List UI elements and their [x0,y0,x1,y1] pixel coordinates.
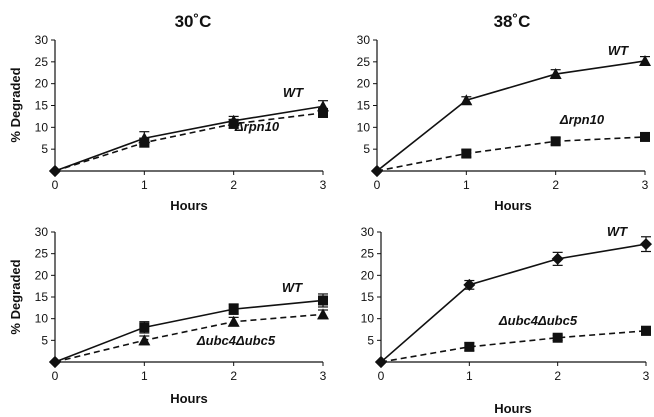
panel-4: 5 10 15 20 25 30 0 1 2 3 Hours WT Δubc4Δubc5 [361,224,652,416]
panel-1-x-axis-label: Hours [170,198,208,213]
panel-3-series-2-point [49,356,61,368]
panel-3-series-1-point [139,322,150,333]
panel-2-series-2-line [376,136,646,172]
panel-1-series-2-line [54,112,324,172]
panel-1-series-2-point [49,165,61,177]
panel-2-y-tick-label: 5 [363,142,370,156]
panel-2-x-tick-label: 2 [552,178,559,192]
panel-2: 5 10 15 20 25 30 0 1 2 3 Hours WT Δrpn10 [357,33,651,213]
panel-4-series-2-label: Δubc4Δubc5 [498,313,578,328]
panel-4-y-tick-label: 30 [361,225,375,239]
panel-3-y-tick-label: 25 [35,247,49,261]
panel-2-y-tick-label: 30 [357,33,371,47]
panel-2-y-tick-label: 15 [357,99,371,113]
panel-2-x-tick-label: 3 [642,178,649,192]
panel-1-y-tick-label: 10 [35,120,49,134]
panel-4-series-2-point [464,341,475,352]
panel-3-y-tick-label: 20 [35,268,49,282]
panel-1-y-tick-label: 30 [35,33,49,47]
panel-3-series-2-line [54,313,324,363]
panel-4-x-tick-label: 1 [466,369,473,383]
panel-4-series-1-point [463,278,476,291]
panel-3-series-1-point [228,304,239,315]
panel-1-series-1-line [54,105,324,172]
panel-2-x-axis-label: Hours [494,198,532,213]
panel-1-x-tick-label: 3 [320,178,327,192]
panel-3-y-tick-label: 5 [41,333,48,347]
panel-3-series-1-label: WT [282,280,303,295]
panel-2-series-1-point [549,68,562,80]
panel-4-x-axis-label: Hours [494,401,532,416]
panel-1-y-tick-label: 15 [35,99,49,113]
panel-2-x-tick-label: 1 [463,178,470,192]
panel-2-y-tick-label: 20 [357,77,371,91]
panel-4-series-2-line [380,330,647,363]
panel-1-y-axis-label: % Degraded [8,67,23,142]
panel-1-y-tick-label: 20 [35,77,49,91]
panel-1-series-2-label: Δrpn10 [234,119,280,134]
column-title-38c: 38˚C [494,12,531,31]
panel-3: 5 10 15 20 25 30 0 1 2 3 Hours % Degraded WT Δubc4Δub… [8,225,329,406]
panel-3-y-tick-label: 15 [35,290,49,304]
panel-1-series-2-point [228,118,239,129]
panel-3-y-tick-label: 30 [35,225,49,239]
panel-2-series-1-point [639,54,651,66]
panel-1-series-1-label: WT [283,85,304,100]
panel-3-series-2-point [227,315,240,327]
panel-2-series-2-point [371,165,383,177]
panel-4-y-tick-label: 10 [361,312,375,326]
panel-2-series-1-line [376,60,646,172]
panel-3-y-axis-label: % Degraded [8,259,23,334]
panel-4-series-1-point [640,238,652,251]
panel-4-y-tick-label: 20 [361,268,375,282]
panel-1-y-tick-label: 5 [41,142,48,156]
panel-4-x-tick-label: 2 [554,369,561,383]
panel-2-x-tick-label: 0 [374,178,381,192]
panel-1: 5 10 15 20 25 30 0 1 2 3 Hours % Degraded WT Δrpn10 [8,33,329,213]
panel-3-x-tick-label: 3 [320,369,327,383]
panel-3-series-1-line [54,299,324,363]
panel-2-y-tick-label: 25 [357,55,371,69]
column-title-30c: 30˚C [175,12,212,31]
panel-2-series-1-label: WT [608,43,629,58]
panel-1-series-2-point [139,137,150,148]
panel-3-series-2-point [138,334,151,346]
panel-3-x-tick-label: 2 [230,369,237,383]
panel-1-y-tick-label: 25 [35,55,49,69]
panel-2-series-2-point [640,131,650,142]
panel-3-x-tick-label: 0 [52,369,59,383]
panel-1-x-tick-label: 2 [230,178,237,192]
panel-2-series-2-label: Δrpn10 [559,112,605,127]
panel-2-y-tick-label: 10 [357,120,371,134]
panel-1-x-tick-label: 0 [52,178,59,192]
panel-4-y-tick-label: 15 [361,290,375,304]
panel-4-series-2-point [375,356,387,368]
panel-4-series-2-point [641,325,651,336]
panel-4-series-1-point [551,252,564,265]
panel-3-series-2-label: Δubc4Δubc5 [196,333,276,348]
panel-4-series-1-line [380,243,647,363]
panel-3-y-tick-label: 10 [35,312,49,326]
panel-2-series-1-point [460,94,473,106]
panel-4-y-tick-label: 25 [361,247,375,261]
panel-4-series-1-label: WT [607,224,628,239]
panel-4-x-tick-label: 0 [378,369,385,383]
panel-1-series-2-point [318,107,328,118]
panel-3-x-tick-label: 1 [141,369,148,383]
panel-3-x-axis-label: Hours [170,391,208,406]
panel-2-series-2-point [550,136,561,147]
panel-4-series-2-point [552,332,563,343]
panel-1-x-tick-label: 1 [141,178,148,192]
panel-3-series-2-point [317,308,329,320]
panel-3-series-1-point [318,295,328,306]
panel-4-x-tick-label: 3 [643,369,650,383]
panel-2-series-2-point [461,148,472,159]
panel-4-y-tick-label: 5 [367,333,374,347]
